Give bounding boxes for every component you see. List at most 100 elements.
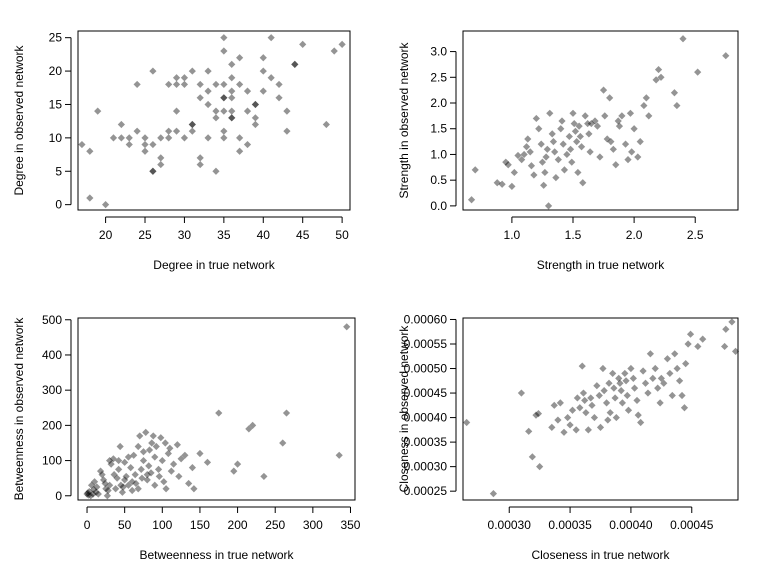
data-point	[93, 483, 101, 491]
data-point	[251, 120, 259, 129]
data-point	[220, 34, 228, 42]
data-point	[618, 112, 626, 120]
data-point	[143, 471, 151, 479]
data-point	[579, 389, 588, 397]
data-point	[134, 442, 142, 451]
data-point	[90, 485, 98, 494]
data-point	[560, 166, 569, 174]
data-point	[243, 140, 252, 149]
data-point	[504, 161, 512, 169]
data-point	[581, 112, 589, 120]
data-point	[190, 485, 198, 493]
data-point	[591, 117, 599, 125]
data-point	[196, 449, 204, 458]
x-tick-label: 50	[335, 228, 349, 242]
data-point	[157, 434, 165, 442]
data-point	[542, 153, 550, 161]
data-point	[629, 374, 637, 382]
data-point	[607, 137, 615, 146]
data-point	[228, 114, 236, 122]
data-point	[571, 127, 580, 135]
x-tick-label: 350	[340, 518, 360, 532]
x-tick-label: 2.0	[626, 228, 643, 242]
data-point	[228, 74, 236, 82]
data-point	[203, 458, 212, 466]
data-point	[618, 399, 627, 407]
data-point	[169, 460, 178, 468]
data-point	[299, 40, 307, 48]
data-point	[593, 122, 602, 130]
data-point	[145, 446, 154, 454]
data-point	[164, 449, 172, 458]
y-tick-label: 300	[42, 383, 62, 397]
data-point	[220, 80, 228, 89]
data-point	[230, 467, 238, 475]
data-point	[623, 391, 631, 400]
data-point	[212, 80, 220, 89]
data-point	[634, 411, 642, 419]
y-tick-label: 5	[55, 164, 62, 178]
data-point	[559, 140, 567, 148]
data-point	[564, 413, 572, 422]
data-point	[652, 76, 660, 84]
data-point	[566, 421, 574, 429]
data-point	[540, 181, 548, 189]
data-point	[220, 107, 228, 115]
data-point	[606, 409, 614, 417]
y-tick-label: 0.00055	[404, 337, 448, 351]
data-point	[599, 364, 607, 373]
data-point	[133, 127, 141, 135]
data-point	[614, 117, 622, 125]
y-axis-title: Degree in observed network	[12, 44, 26, 195]
data-point	[85, 487, 93, 496]
data-point	[600, 387, 608, 395]
data-point	[149, 167, 157, 175]
y-tick-label: 10	[49, 131, 63, 145]
y-tick-label: 0.00045	[404, 386, 448, 400]
data-point	[548, 423, 556, 431]
data-point	[566, 145, 575, 153]
data-point	[145, 462, 153, 470]
data-point	[172, 127, 181, 135]
data-point	[612, 161, 620, 169]
data-point	[259, 87, 267, 95]
data-point	[584, 426, 592, 434]
data-point	[604, 416, 612, 424]
data-point	[524, 135, 532, 143]
data-point	[679, 35, 687, 43]
data-point	[675, 377, 684, 385]
x-tick-label: 2.5	[687, 228, 704, 242]
data-point	[656, 399, 664, 407]
data-point	[110, 471, 118, 479]
data-point	[694, 342, 702, 351]
data-point	[572, 426, 580, 434]
data-point	[236, 134, 244, 142]
data-point	[587, 394, 595, 402]
data-point	[121, 476, 129, 484]
data-point	[103, 492, 111, 500]
data-point	[520, 150, 528, 159]
data-point	[617, 387, 625, 395]
data-point	[90, 478, 99, 486]
data-point	[493, 179, 501, 187]
data-point	[196, 80, 204, 89]
data-point	[630, 125, 638, 133]
data-point	[624, 406, 633, 414]
data-point	[109, 455, 117, 463]
data-point	[630, 384, 639, 392]
data-point	[243, 87, 252, 95]
data-point	[668, 391, 676, 400]
data-point	[517, 389, 526, 397]
data-point	[557, 125, 565, 133]
data-point	[291, 60, 299, 68]
data-point	[188, 464, 197, 472]
x-tick-label: 25	[138, 228, 152, 242]
data-point	[694, 68, 702, 76]
plot-frame	[77, 30, 351, 211]
data-point	[117, 481, 125, 489]
data-point	[680, 404, 689, 412]
data-point	[673, 101, 681, 110]
data-point	[188, 120, 196, 129]
data-point	[605, 379, 613, 387]
data-point	[185, 479, 193, 488]
